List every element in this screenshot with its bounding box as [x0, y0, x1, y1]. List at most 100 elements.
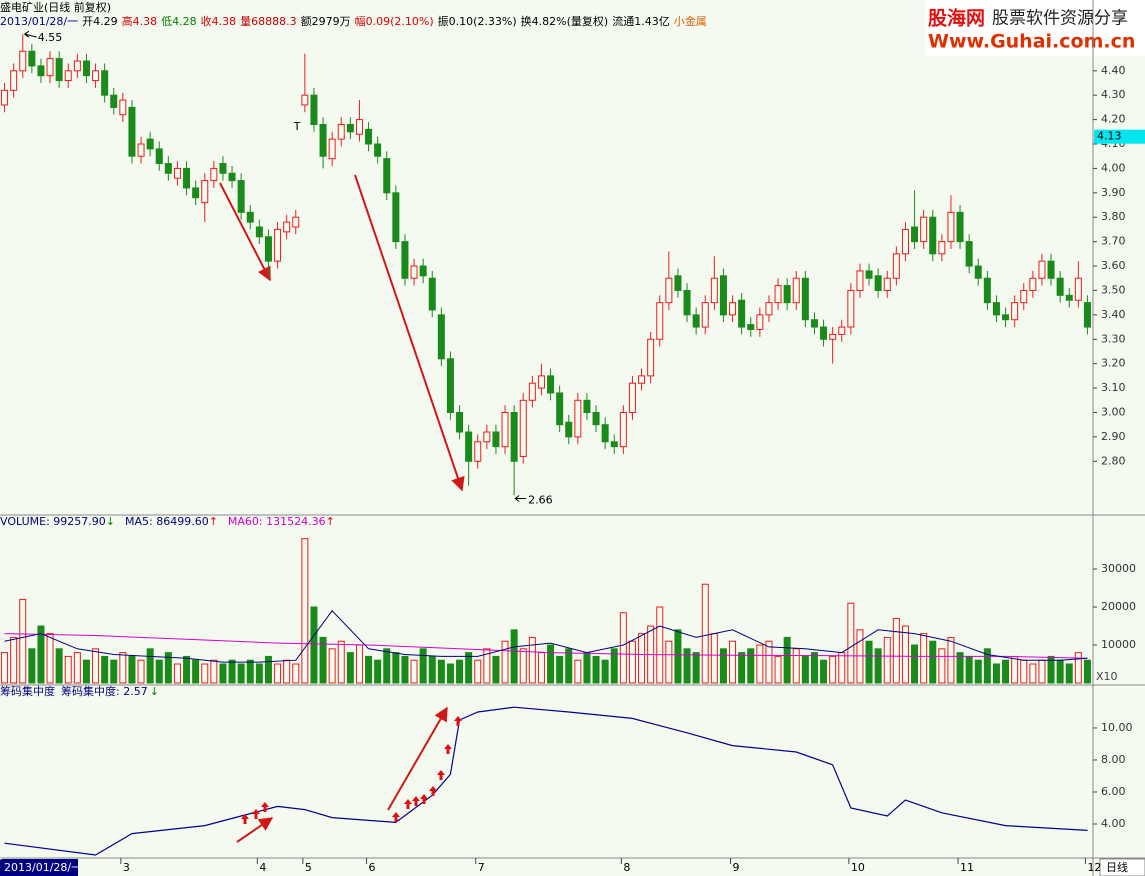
- x-tick-label: 7: [478, 861, 485, 874]
- y-tick-label: 6.00: [1101, 785, 1126, 798]
- candle-body: [738, 299, 746, 328]
- volume-bar: [528, 636, 536, 684]
- volume-bar: [1074, 652, 1082, 684]
- watermark-box: [925, 0, 1145, 56]
- volume-header-item: ↑: [209, 515, 218, 528]
- period-box: [1099, 858, 1145, 876]
- candle-body: [1056, 277, 1064, 296]
- candle-body: [1002, 314, 1010, 321]
- indicator-arrow: ↓: [150, 685, 159, 698]
- candle-body: [974, 265, 982, 279]
- volume-bar: [46, 633, 54, 684]
- candle-body: [501, 411, 509, 448]
- y-tick-label: 30000: [1101, 562, 1136, 575]
- volume-bar: [892, 617, 900, 684]
- candle-body: [947, 211, 955, 243]
- signal-arrow: [412, 796, 420, 806]
- volume-bar: [938, 648, 946, 684]
- candle-body: [465, 431, 473, 462]
- candle-body: [647, 338, 655, 377]
- volume-header-item: VOLUME: 99257.90: [0, 515, 106, 528]
- volume-bar: [465, 652, 473, 684]
- volume-bar: [64, 655, 72, 684]
- candle-body: [301, 94, 309, 106]
- volume-bar: [246, 659, 254, 684]
- volume-bar: [183, 655, 191, 684]
- volume-bar: [1047, 655, 1055, 684]
- volume-bar: [492, 655, 500, 684]
- candle-body: [1065, 294, 1073, 301]
- event-marker: T: [293, 120, 301, 133]
- indicator-value: 筹码集中度: 2.57: [61, 684, 148, 698]
- volume-header-item: MA60: 131524.36: [228, 515, 326, 528]
- quote-item: 高4.38: [122, 14, 158, 28]
- candle-body: [1047, 260, 1055, 279]
- candle-body: [565, 421, 573, 438]
- candle-body: [1011, 302, 1019, 321]
- last-price-tag: [1094, 129, 1145, 144]
- candle-body: [820, 326, 828, 340]
- volume-bar: [474, 659, 482, 684]
- volume-bar: [365, 655, 373, 684]
- volume-bar: [838, 652, 846, 684]
- candle-body: [747, 324, 755, 331]
- volume-bar: [55, 648, 63, 684]
- candle-body: [183, 167, 191, 189]
- volume-bar: [783, 636, 791, 684]
- candle-body: [446, 358, 454, 413]
- volume-header-item: MA5: 86499.60: [125, 515, 209, 528]
- candle-body: [729, 302, 737, 316]
- trend-arrow: [354, 174, 465, 492]
- volume-bar: [192, 659, 200, 684]
- volume-bar: [947, 636, 955, 684]
- x-tick-label: 12: [1087, 861, 1101, 874]
- volume-bar: [738, 652, 746, 684]
- ma60-line: [4, 633, 1088, 659]
- volume-bar: [219, 663, 227, 684]
- candle-body: [901, 228, 909, 255]
- candle-body: [37, 65, 45, 77]
- volume-bar: [911, 644, 919, 684]
- candle-body: [119, 99, 127, 116]
- volume-bar: [1029, 663, 1037, 684]
- volume-bar: [28, 648, 36, 684]
- candle-body: [920, 216, 928, 243]
- candle-body: [483, 431, 491, 443]
- candle-body: [801, 277, 809, 321]
- candle-body: [656, 302, 664, 340]
- candle-body: [355, 119, 363, 135]
- quote-item: 额2979万: [301, 15, 351, 28]
- candle-body: [419, 265, 427, 277]
- candle-body: [619, 411, 627, 448]
- y-tick-label: 3.00: [1101, 405, 1126, 418]
- signal-arrow: [241, 814, 249, 824]
- candle-body: [73, 60, 81, 72]
- candle-body: [164, 163, 172, 174]
- candle-body: [201, 180, 209, 204]
- x-tick-label: 6: [369, 861, 376, 874]
- candle-body: [19, 50, 27, 72]
- volume-bar: [374, 659, 382, 684]
- x-tick-label: 3: [123, 861, 130, 874]
- volume-bar: [1011, 655, 1019, 684]
- y-tick-label: 3.50: [1101, 283, 1126, 296]
- candle-body: [774, 285, 782, 304]
- volume-bar: [1002, 659, 1010, 684]
- candle-body: [847, 289, 855, 328]
- x-tick-label: 2013/01/28/一: [4, 861, 82, 874]
- candle-body: [428, 277, 436, 311]
- y-tick-label: 4.00: [1101, 817, 1126, 830]
- volume-bar: [956, 652, 964, 684]
- candle-body: [146, 138, 154, 150]
- x-tick-label: 10: [851, 861, 865, 874]
- candle-body: [337, 123, 345, 140]
- candle-body: [255, 226, 263, 238]
- volume-bar: [1020, 659, 1028, 684]
- last-price: 4.13: [1097, 130, 1122, 143]
- candle-body: [1083, 302, 1091, 328]
- volume-bar: [283, 659, 291, 684]
- volume-bar: [201, 663, 209, 684]
- volume-bar: [37, 625, 45, 684]
- candle-body: [110, 94, 118, 108]
- candle-body: [46, 58, 54, 77]
